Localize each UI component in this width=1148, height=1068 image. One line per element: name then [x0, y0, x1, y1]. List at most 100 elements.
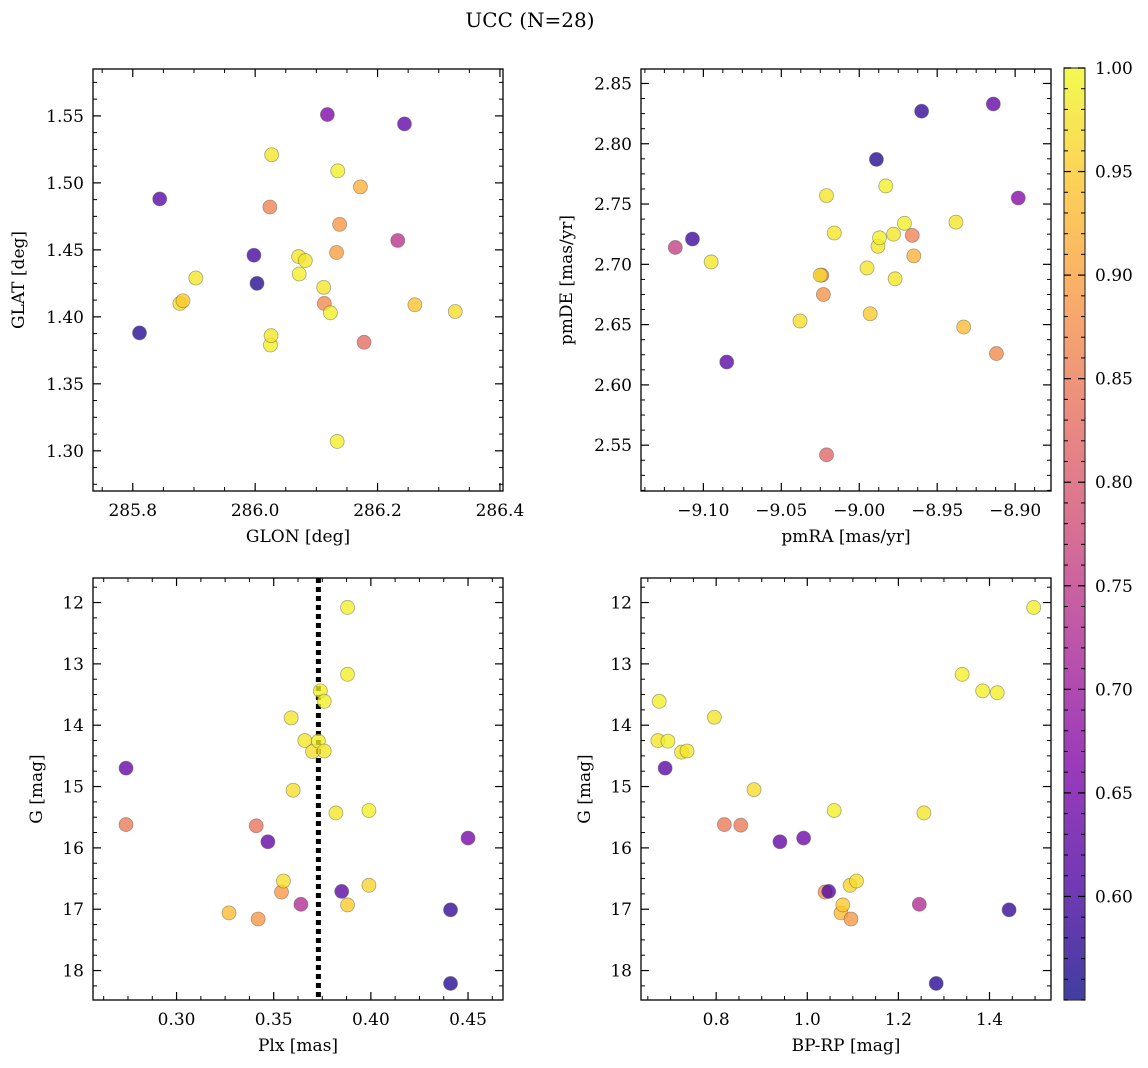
y-axis-label: GLAT [deg]: [9, 231, 29, 329]
y-tick-label: 2.85: [594, 74, 632, 94]
data-point: [221, 905, 237, 921]
x-tick-label: 1.2: [885, 1010, 912, 1030]
y-tick-label: 1.40: [46, 308, 84, 328]
data-point: [334, 884, 350, 899]
y-tick-label: 1.45: [46, 241, 84, 261]
data-point: [316, 743, 332, 759]
y-tick-label: 1.50: [46, 174, 84, 194]
data-point: [911, 896, 927, 912]
x-tick-label: −9.10: [677, 501, 729, 521]
data-point: [175, 293, 191, 309]
data-point: [407, 297, 423, 313]
data-point: [897, 215, 912, 231]
data-point: [390, 233, 406, 248]
data-point: [353, 179, 368, 195]
data-point: [956, 319, 972, 335]
data-point: [886, 226, 901, 242]
data-point: [152, 191, 168, 207]
colorbar-tick-label: 0.90: [1095, 266, 1133, 286]
axes-frame: [92, 68, 504, 492]
y-tick-label: 2.75: [594, 195, 632, 215]
data-point: [332, 217, 348, 232]
data-point: [796, 830, 812, 846]
data-point: [703, 254, 719, 270]
data-point: [868, 152, 884, 167]
data-point: [849, 873, 864, 889]
data-point: [657, 760, 673, 776]
data-point: [340, 897, 355, 913]
data-point: [679, 743, 695, 759]
data-point: [340, 666, 355, 682]
y-tick-label: 12: [610, 594, 632, 614]
x-tick-label: 0.40: [352, 1010, 390, 1030]
data-point: [1001, 902, 1017, 918]
y-axis-label: pmDE [mas/yr]: [557, 215, 577, 345]
data-point: [330, 163, 346, 179]
y-tick-label: 17: [610, 900, 632, 920]
data-point: [397, 116, 412, 132]
data-point: [872, 230, 887, 246]
data-point: [878, 178, 894, 194]
data-point: [323, 305, 338, 321]
data-point: [447, 304, 463, 319]
x-tick-label: 1.0: [794, 1010, 821, 1030]
data-point: [819, 447, 834, 463]
data-point: [264, 147, 280, 163]
data-point: [989, 685, 1005, 701]
x-axis-label: BP-RP [mag]: [792, 1036, 901, 1056]
data-point: [819, 188, 834, 204]
data-point: [132, 325, 147, 341]
data-point: [340, 600, 355, 615]
data-point: [246, 247, 262, 263]
x-axis-label: Plx [mas]: [258, 1036, 338, 1056]
data-point: [928, 976, 944, 991]
y-tick-label: 17: [62, 900, 84, 920]
x-tick-label: 0.45: [449, 1010, 487, 1030]
y-tick-label: 16: [62, 839, 84, 859]
y-tick-label: 2.70: [594, 255, 632, 275]
axes-frame: [640, 68, 1052, 492]
data-point: [916, 805, 932, 821]
colorbar-tick-label: 0.60: [1095, 887, 1133, 907]
x-tick-label: −8.90: [989, 501, 1041, 521]
data-point: [356, 334, 372, 350]
y-tick-label: 2.65: [594, 316, 632, 336]
panel-glon-glat: 285.8 286.0 286.2 286.4 1.30 1.35 1.40 1.45 1.50…: [9, 68, 524, 547]
panel-bprp-g: 0.8 1.0 1.2 1.4 12 13 14 15 16 17 18 BP-RP [mag] G […: [575, 577, 1052, 1056]
y-tick-label: 16: [610, 839, 632, 859]
y-axis-label: G [mag]: [27, 754, 47, 823]
y-tick-label: 14: [62, 716, 84, 736]
y-tick-label: 1.55: [46, 107, 84, 127]
x-tick-label: −8.95: [911, 501, 963, 521]
data-point: [1026, 600, 1042, 615]
data-point: [361, 877, 377, 893]
y-tick-label: 15: [610, 778, 632, 798]
data-point: [826, 803, 842, 818]
y-tick-label: 18: [62, 962, 84, 982]
data-point: [989, 346, 1004, 361]
data-point: [975, 683, 991, 699]
data-point: [706, 709, 722, 725]
colorbar-tick-label: 0.85: [1095, 370, 1133, 390]
colorbar-tick-label: 0.95: [1095, 163, 1133, 183]
data-point: [716, 817, 732, 832]
y-tick-label: 18: [610, 962, 632, 982]
data-point: [859, 260, 875, 276]
data-point: [685, 231, 700, 247]
data-point: [651, 693, 667, 709]
y-tick-label: 2.55: [594, 436, 632, 456]
x-tick-label: −9.00: [833, 501, 885, 521]
data-point: [329, 245, 344, 260]
x-tick-label: 285.8: [108, 501, 157, 521]
data-point: [283, 710, 299, 726]
panel-plx-g: 0.30 0.35 0.40 0.45 12 13 14 15 16 17 18 Plx [mas] G…: [27, 577, 504, 1056]
data-point: [319, 107, 335, 122]
x-tick-label: 0.35: [255, 1010, 293, 1030]
data-point: [188, 270, 204, 286]
data-point: [276, 873, 291, 889]
data-point: [291, 266, 307, 282]
data-point: [316, 693, 332, 709]
data-point: [118, 760, 134, 776]
data-point: [285, 782, 301, 798]
data-point: [821, 884, 837, 899]
